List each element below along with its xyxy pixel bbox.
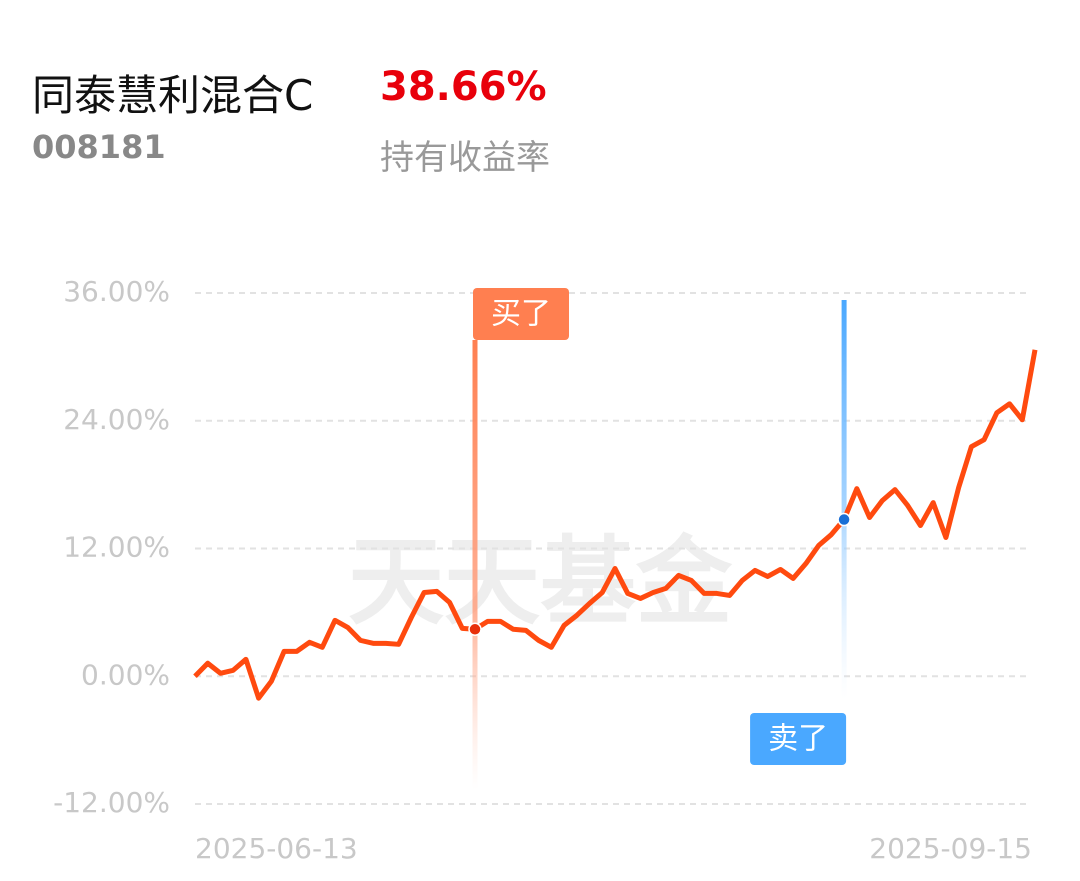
y-tick-label: 24.00% xyxy=(63,403,170,436)
y-tick-label: 36.00% xyxy=(63,275,170,308)
y-tick-label: 12.00% xyxy=(63,531,170,564)
marker-badge xyxy=(750,713,847,765)
y-tick-label: 0.00% xyxy=(81,658,170,691)
marker-line xyxy=(841,300,847,700)
marker-dot xyxy=(837,512,851,527)
marker-badge xyxy=(473,288,569,340)
fund-name: 同泰慧利混合C xyxy=(32,71,314,120)
y-tick-label: -12.00% xyxy=(53,786,170,819)
marker-label: 卖了 xyxy=(768,722,828,757)
return-label: 持有收益率 xyxy=(380,138,550,178)
line xyxy=(193,349,1038,701)
marker-label: 买了 xyxy=(491,297,551,332)
marker-line xyxy=(472,340,478,790)
x-tick-label: 2025-06-13 xyxy=(195,832,358,865)
return-value: 38.66% xyxy=(380,64,547,110)
marker-dot xyxy=(468,622,482,637)
fund-code: 008181 xyxy=(32,128,166,166)
x-tick-label: 2025-09-15 xyxy=(869,832,1032,865)
